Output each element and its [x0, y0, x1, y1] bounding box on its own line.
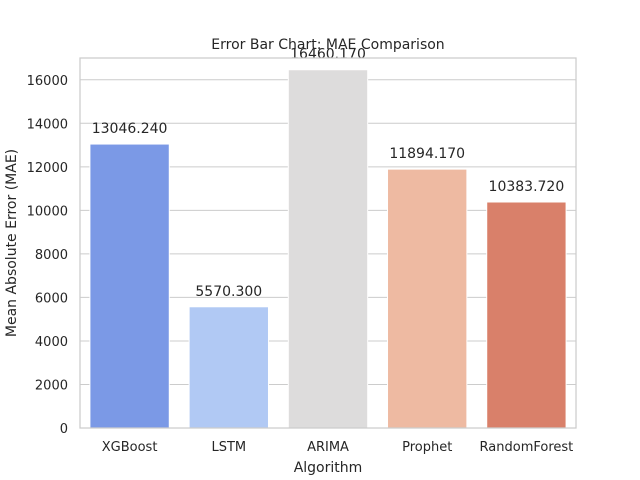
- y-tick-label: 16000: [27, 74, 68, 89]
- data-label-arima: 16460.170: [290, 47, 366, 63]
- y-tick-label: 6000: [35, 291, 68, 306]
- x-tick-label: ARIMA: [307, 440, 349, 455]
- bars: [89, 69, 567, 429]
- y-axis-ticks: 0 2000 4000 6000 8000 10000 12000 14000 16000: [27, 74, 68, 437]
- y-tick-label: 14000: [27, 117, 68, 132]
- bar-arima: [287, 69, 369, 429]
- x-axis-ticks: XGBoost LSTM ARIMA Prophet RandomForest: [102, 440, 574, 455]
- data-label-randomforest: 10383.720: [489, 179, 565, 195]
- bar-randomforest: [486, 201, 567, 429]
- x-tick-label: RandomForest: [480, 440, 574, 455]
- chart-title: Error Bar Chart: MAE Comparison: [211, 37, 444, 53]
- y-tick-label: 4000: [35, 335, 68, 350]
- data-label-xgboost: 13046.240: [92, 121, 168, 137]
- data-label-prophet: 11894.170: [389, 146, 465, 162]
- bar-lstm: [188, 306, 269, 429]
- x-tick-label: Prophet: [402, 440, 452, 455]
- x-axis-label: Algorithm: [294, 460, 363, 476]
- y-tick-label: 12000: [27, 161, 68, 176]
- y-tick-label: 10000: [27, 204, 68, 219]
- y-tick-label: 2000: [35, 378, 68, 393]
- bar-xgboost: [89, 143, 170, 429]
- x-tick-label: LSTM: [211, 440, 246, 455]
- bar-prophet: [387, 168, 468, 429]
- y-axis-label: Mean Absolute Error (MAE): [4, 149, 20, 337]
- data-label-lstm: 5570.300: [195, 284, 262, 300]
- y-tick-label: 0: [60, 422, 68, 437]
- data-labels: 13046.240 5570.300 16460.170 11894.170 10383…: [92, 47, 565, 300]
- x-tick-label: XGBoost: [102, 440, 158, 455]
- plot-frame: [79, 57, 577, 429]
- y-tick-label: 8000: [35, 248, 68, 263]
